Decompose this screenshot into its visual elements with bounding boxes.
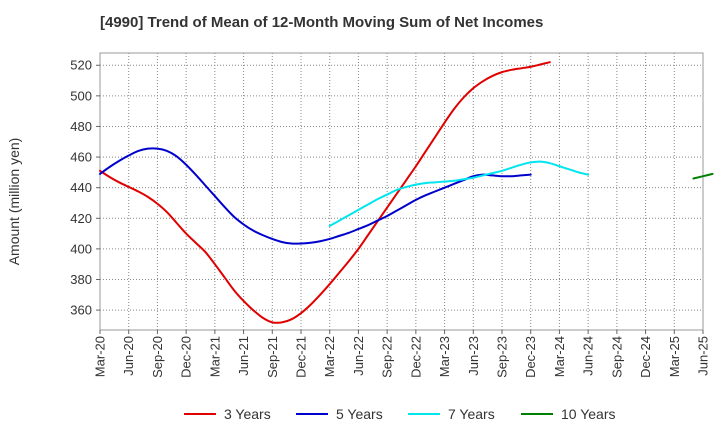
legend-label-10-years: 10 Years bbox=[561, 406, 616, 422]
legend-label-7-years: 7 Years bbox=[448, 406, 495, 422]
legend: 3 Years 5 Years 7 Years 10 Years bbox=[184, 406, 616, 422]
y-tick-label: 420 bbox=[70, 211, 92, 226]
y-tick-label: 440 bbox=[70, 180, 92, 195]
x-tick-label: Mar-23 bbox=[437, 336, 452, 377]
series-line-5-years bbox=[99, 147, 532, 245]
x-tick-label: Dec-23 bbox=[523, 336, 538, 378]
x-tick-label: Sep-23 bbox=[495, 336, 510, 378]
y-tick-label: 460 bbox=[70, 150, 92, 165]
x-tick-label: Mar-24 bbox=[552, 336, 567, 377]
y-axis-label: Amount (million yen) bbox=[6, 138, 22, 266]
x-axis-ticks: Mar-20 Jun-20 Sep-20 Dec-20 Mar-21 Jun-21 Sep-… bbox=[93, 330, 711, 378]
x-tick-label: Mar-20 bbox=[93, 336, 108, 377]
x-tick-label: Dec-21 bbox=[294, 336, 309, 378]
x-tick-label: Dec-20 bbox=[179, 336, 194, 378]
y-tick-label: 520 bbox=[70, 58, 92, 73]
x-tick-label: Dec-22 bbox=[408, 336, 423, 378]
x-tick-label: Jun-20 bbox=[121, 336, 136, 376]
series-line-3-years bbox=[99, 61, 551, 324]
y-tick-label: 400 bbox=[70, 241, 92, 256]
x-tick-label: Mar-21 bbox=[207, 336, 222, 377]
y-tick-label: 360 bbox=[70, 303, 92, 318]
x-tick-label: Mar-22 bbox=[322, 336, 337, 377]
legend-label-3-years: 3 Years bbox=[224, 406, 271, 422]
x-tick-label: Jun-23 bbox=[466, 336, 481, 376]
x-tick-label: Sep-20 bbox=[150, 336, 165, 378]
grid bbox=[99, 53, 704, 330]
series-line-10-years bbox=[692, 172, 714, 180]
x-tick-label: Sep-21 bbox=[265, 336, 280, 378]
x-tick-label: Jun-21 bbox=[236, 336, 251, 376]
x-tick-label: Jun-25 bbox=[696, 336, 711, 376]
x-tick-label: Jun-22 bbox=[351, 336, 366, 376]
x-tick-label: Sep-22 bbox=[380, 336, 395, 378]
x-tick-label: Sep-24 bbox=[609, 336, 624, 378]
series-lines bbox=[99, 61, 714, 324]
legend-label-5-years: 5 Years bbox=[336, 406, 383, 422]
x-tick-label: Dec-24 bbox=[638, 336, 653, 378]
y-tick-label: 500 bbox=[70, 88, 92, 103]
plot-frame bbox=[99, 52, 704, 331]
y-tick-label: 380 bbox=[70, 272, 92, 287]
x-tick-label: Jun-24 bbox=[581, 336, 596, 376]
y-axis-ticks: 360 380 400 420 440 460 480 500 520 bbox=[70, 58, 100, 318]
x-tick-label: Mar-25 bbox=[667, 336, 682, 377]
chart-title: [4990] Trend of Mean of 12-Month Moving … bbox=[100, 14, 544, 31]
y-tick-label: 480 bbox=[70, 119, 92, 134]
series-line-7-years bbox=[328, 160, 590, 227]
